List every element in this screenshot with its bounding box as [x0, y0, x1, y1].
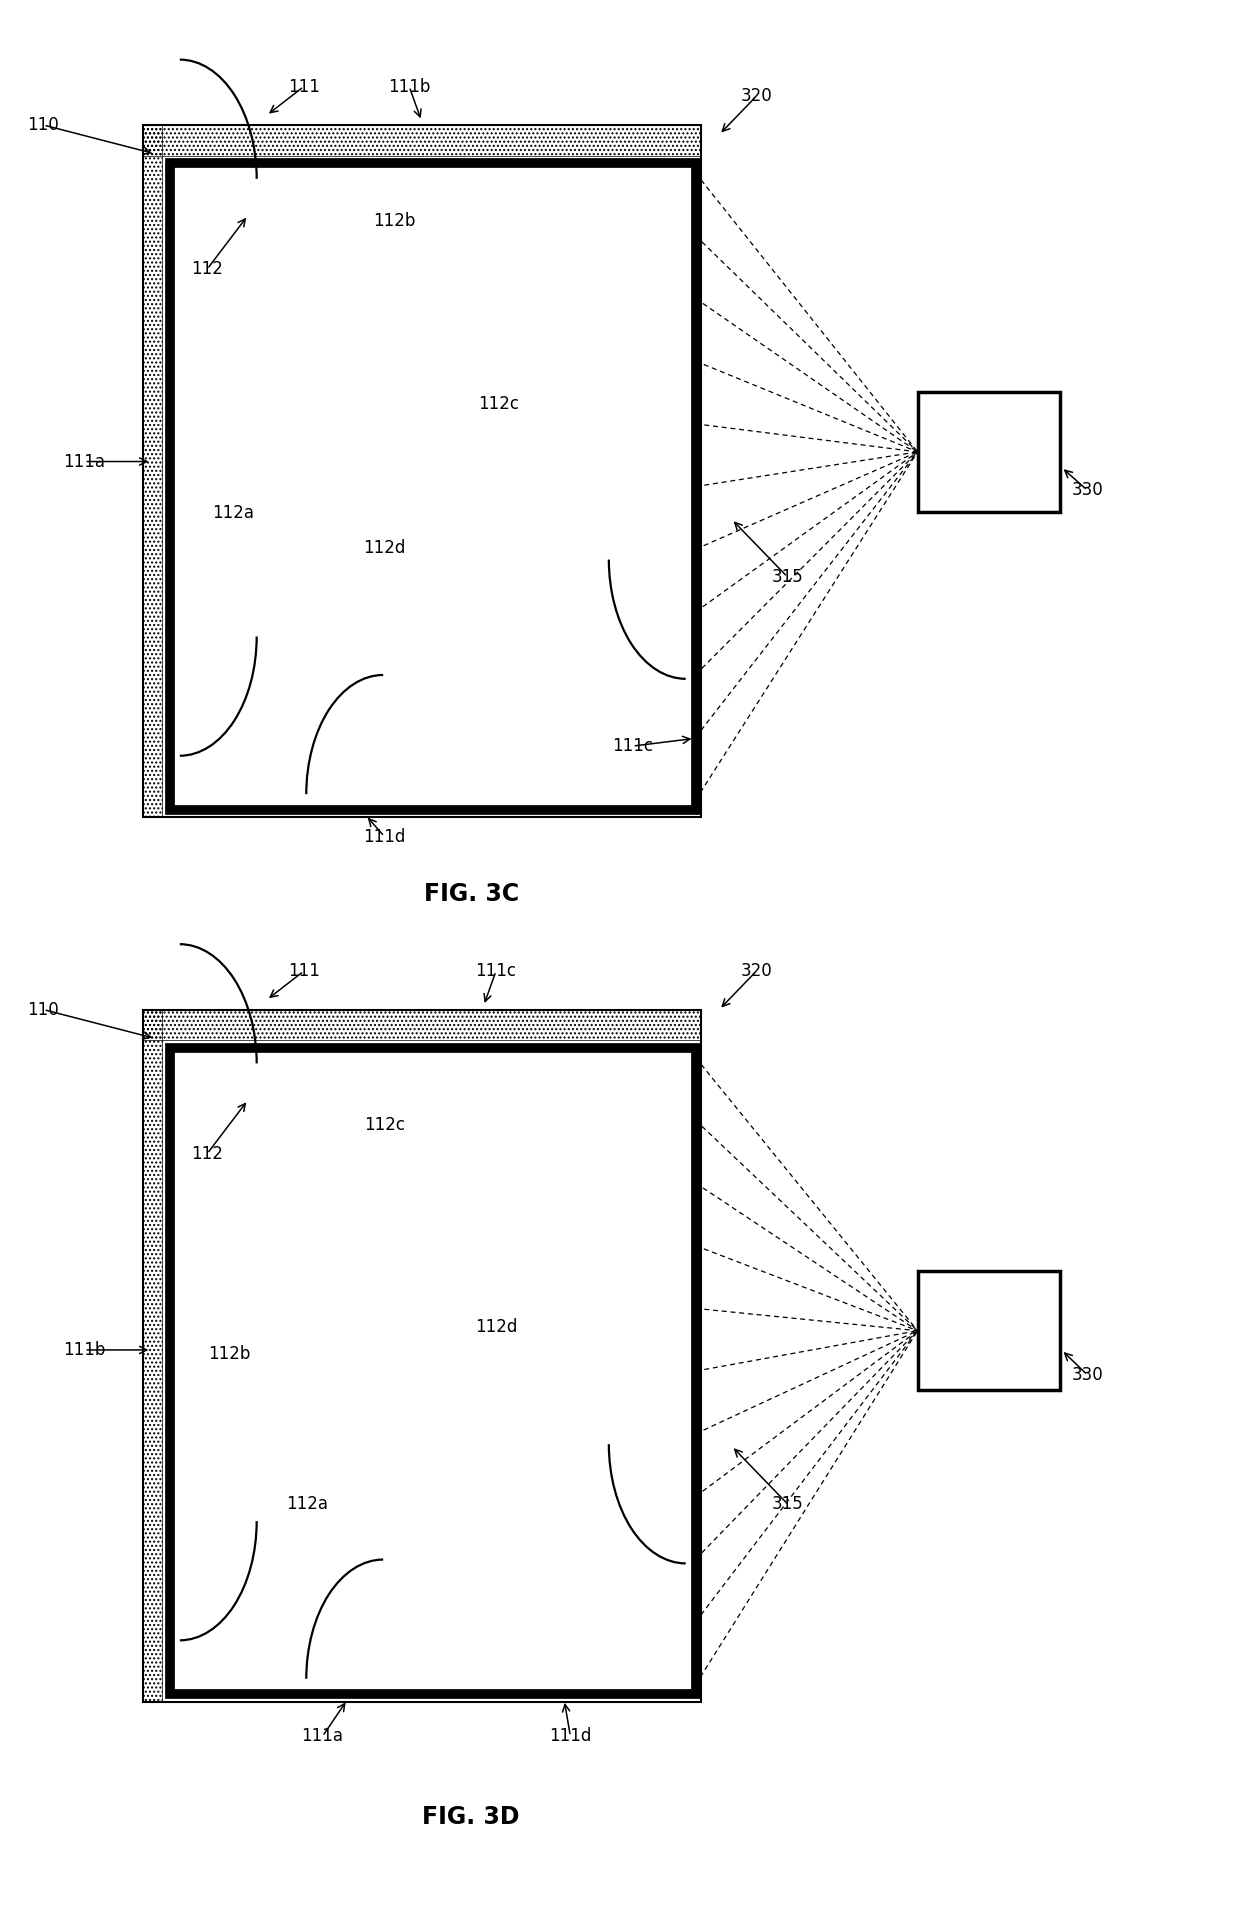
Text: 111c: 111c — [475, 962, 517, 981]
Bar — [143, 125, 701, 156]
Text: FIG. 3C: FIG. 3C — [424, 883, 518, 906]
Text: 112d: 112d — [363, 538, 405, 558]
Text: 320: 320 — [740, 87, 773, 106]
Bar — [177, 175, 688, 798]
Bar — [143, 125, 701, 817]
Bar — [170, 1048, 696, 1694]
Bar — [177, 1060, 688, 1683]
Text: 111: 111 — [288, 962, 320, 981]
Bar — [170, 163, 696, 810]
Text: 111a: 111a — [63, 452, 105, 471]
Text: 315: 315 — [771, 1494, 804, 1513]
Text: 111d: 111d — [363, 827, 405, 846]
Bar — [918, 392, 1060, 512]
Bar — [143, 1010, 162, 1702]
Text: 112b: 112b — [373, 212, 415, 231]
Text: 111b: 111b — [388, 77, 430, 96]
Text: 112: 112 — [191, 260, 223, 279]
Text: 330: 330 — [1071, 1365, 1104, 1385]
Bar — [918, 1271, 1060, 1390]
Text: 112: 112 — [191, 1144, 223, 1163]
Text: 330: 330 — [1071, 481, 1104, 500]
Text: FIG. 3D: FIG. 3D — [423, 1806, 520, 1829]
Text: 110: 110 — [27, 1000, 60, 1019]
Text: 112a: 112a — [286, 1494, 329, 1513]
Text: 111b: 111b — [63, 1340, 105, 1360]
Text: 110: 110 — [27, 115, 60, 135]
Bar — [143, 1010, 701, 1702]
Bar — [143, 125, 162, 817]
Text: 111d: 111d — [549, 1727, 591, 1746]
Text: 315: 315 — [771, 567, 804, 587]
Text: 320: 320 — [740, 962, 773, 981]
Text: 112d: 112d — [475, 1317, 517, 1336]
Text: 112a: 112a — [212, 504, 254, 523]
Text: 112c: 112c — [477, 394, 520, 413]
Text: 111: 111 — [288, 77, 320, 96]
Text: 111a: 111a — [301, 1727, 343, 1746]
Text: 112c: 112c — [363, 1115, 405, 1135]
Text: 111c: 111c — [611, 737, 653, 756]
Text: 112b: 112b — [208, 1344, 250, 1363]
Bar — [143, 1010, 701, 1040]
